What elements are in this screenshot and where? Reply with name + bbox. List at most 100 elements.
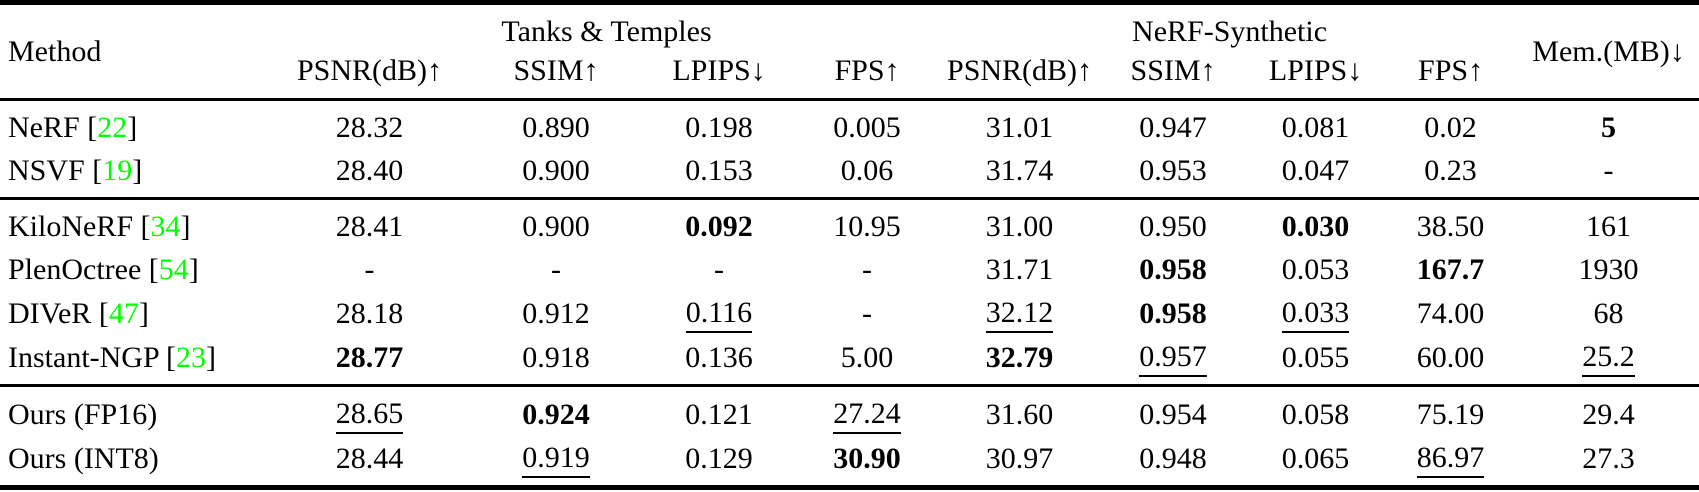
table-row: PlenOctree [54] - - - - 31.71 0.958 0.053 167.7 1… (0, 248, 1699, 291)
header-group-row: Method Tanks & Temples NeRF-Synthetic Me… (0, 2, 1699, 101)
value-cell: - (714, 253, 724, 286)
value-cell: 167.7 (1416, 253, 1485, 286)
value-cell: 28.65 (272, 384, 467, 436)
value-cell: 0.033 (1248, 291, 1383, 335)
method-cell: NSVF [19] (8, 154, 143, 187)
value-cell: 28.77 (335, 340, 404, 374)
value-cell: 0.058 (1248, 384, 1384, 436)
value-cell: 32.12 (941, 291, 1098, 335)
value-cell: 0.919 (467, 436, 645, 488)
value-cell: 0.005 (833, 111, 901, 144)
table-row: DIVeR [47] 28.18 0.912 0.116 - 32.12 0.958 0.03… (0, 291, 1699, 335)
value-cell: 0.957 (1098, 335, 1248, 386)
value-cell: - (364, 253, 375, 286)
col-header-tt-psnr: PSNR(dB)↑ (272, 51, 467, 101)
value-cell: 38.50 (1383, 197, 1519, 248)
value-cell: 0.153 (685, 154, 753, 187)
col-header-ns-psnr: PSNR(dB)↑ (941, 51, 1099, 101)
table-body: NeRF [22] 28.32 0.890 0.198 0.005 31.01 0.947 0… (0, 100, 1699, 488)
value-cell: 0.02 (1424, 111, 1477, 144)
value-cell: 28.18 (335, 296, 404, 330)
value-cell: 31.60 (941, 384, 1099, 436)
value-cell: 0.958 (1139, 253, 1207, 286)
value-cell: - (551, 253, 561, 286)
value-cell: 0.950 (1098, 197, 1249, 248)
col-header-tt-ssim: SSIM↑ (467, 51, 645, 101)
value-cell: 0.053 (1281, 253, 1350, 286)
value-cell: 27.24 (793, 384, 942, 436)
method-cell: Ours (INT8) (8, 441, 159, 475)
table-row: NSVF [19] 28.40 0.900 0.153 0.06 31.74 0.953 0.… (0, 149, 1699, 199)
value-cell: 0.121 (645, 384, 793, 436)
value-cell: 0.092 (645, 197, 793, 248)
value-cell: 0.116 (645, 291, 793, 335)
value-cell: 30.97 (985, 441, 1054, 475)
value-cell: 161 (1518, 197, 1699, 248)
value-cell: 31.74 (985, 154, 1054, 187)
value-cell: 0.924 (467, 384, 645, 436)
value-cell: 28.44 (335, 441, 404, 475)
citation-number: 54 (158, 253, 189, 286)
value-cell: 28.40 (335, 154, 404, 187)
col-header-ns-lpips: LPIPS↓ (1248, 51, 1384, 101)
table-row: Ours (INT8) 28.44 0.919 0.129 30.90 30.97 0.94… (0, 436, 1699, 488)
citation-number: 19 (102, 154, 133, 187)
method-cell: DIVeR [47] (8, 296, 149, 330)
value-cell: 31.00 (941, 197, 1099, 248)
value-cell: 0.065 (1281, 441, 1350, 475)
value-cell: 75.19 (1383, 384, 1519, 436)
col-header-ns-ssim: SSIM↑ (1098, 51, 1249, 101)
value-cell: 28.41 (272, 197, 467, 248)
value-cell: 5.00 (840, 340, 894, 374)
citation-number: 22 (97, 111, 128, 144)
value-cell: 28.32 (335, 111, 404, 144)
value-cell: 0.958 (1139, 296, 1207, 330)
table-row: Ours (FP16) 28.65 0.924 0.121 27.24 31.60 0.95… (0, 384, 1699, 436)
value-cell: 0.047 (1281, 154, 1350, 187)
value-cell: 32.79 (985, 340, 1054, 374)
value-cell: 0.129 (685, 441, 753, 475)
table-header: Method Tanks & Temples NeRF-Synthetic Me… (0, 2, 1699, 101)
citation-number: 34 (150, 210, 181, 243)
value-cell: 29.4 (1518, 384, 1699, 436)
value-cell: 31.01 (985, 111, 1054, 144)
col-header-ns-fps: FPS↑ (1383, 51, 1519, 101)
table-row: Instant-NGP [23] 28.77 0.918 0.136 5.00 32.79… (0, 335, 1699, 386)
value-cell: 30.90 (833, 441, 901, 475)
table-row: KiloNeRF [34] 28.41 0.900 0.092 10.95 31.00 0.… (0, 197, 1699, 248)
col-header-mem: Mem.(MB)↓ (1518, 2, 1699, 101)
value-cell: 0.055 (1281, 340, 1350, 374)
value-cell: 10.95 (793, 197, 942, 248)
method-cell: NeRF [22] (8, 111, 138, 144)
table-row: NeRF [22] 28.32 0.890 0.198 0.005 31.01 0.947 0… (0, 100, 1699, 150)
col-header-tt-lpips: LPIPS↓ (645, 51, 793, 101)
value-cell: 0.198 (685, 111, 753, 144)
value-cell: 0.23 (1424, 154, 1477, 187)
method-cell: KiloNeRF [34] (0, 197, 272, 248)
value-cell: 0.030 (1248, 197, 1384, 248)
value-cell: 5 (1601, 111, 1617, 144)
value-cell: - (862, 253, 873, 286)
value-cell: 60.00 (1416, 340, 1485, 374)
value-cell: 31.71 (985, 253, 1054, 286)
value-cell: 0.953 (1139, 154, 1207, 187)
value-cell: 0.081 (1281, 111, 1350, 144)
value-cell: - (862, 296, 873, 330)
value-cell: 0.918 (522, 340, 590, 374)
value-cell: 0.900 (522, 154, 590, 187)
value-cell: 0.06 (840, 154, 894, 187)
value-cell: 0.947 (1139, 111, 1207, 144)
method-cell: Instant-NGP [23] (8, 340, 217, 374)
col-group-tanks-temples: Tanks & Temples (501, 15, 712, 48)
citation-number: 47 (108, 296, 139, 330)
header-sub-row: PSNR(dB)↑ SSIM↑ LPIPS↓ FPS↑ PSNR(dB)↑ SS… (0, 51, 1699, 101)
method-cell: PlenOctree [54] (8, 253, 199, 286)
value-cell: 86.97 (1383, 436, 1518, 488)
col-group-nerf-synthetic: NeRF-Synthetic (1132, 15, 1328, 48)
value-cell: 0.948 (1139, 441, 1207, 475)
value-cell: 0.900 (467, 197, 645, 248)
value-cell: - (1603, 154, 1614, 187)
value-cell: 1930 (1578, 253, 1639, 286)
value-cell: 0.136 (685, 340, 753, 374)
